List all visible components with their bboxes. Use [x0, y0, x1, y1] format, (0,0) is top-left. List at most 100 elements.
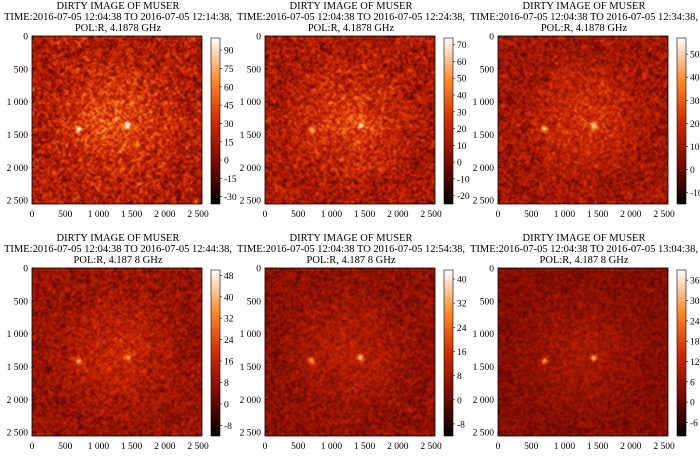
- y-tick-label: 1 000: [7, 330, 29, 340]
- chart-panel-1: DIRTY IMAGE OF MUSER TIME:2016-07-05 12:…: [0, 0, 237, 231]
- y-tick-label: 1 000: [473, 330, 495, 340]
- x-tick-label: 1 500: [587, 442, 609, 452]
- x-tick-label: 2 500: [653, 442, 675, 452]
- colorbar-tick-label: 16: [224, 358, 234, 368]
- y-tick-label: 1 000: [7, 98, 29, 108]
- colorbar-tick-label: 0: [690, 166, 695, 176]
- y-tick-label: 1 000: [240, 98, 262, 108]
- plot-frame: [497, 267, 669, 437]
- y-tick-label: 2 000: [240, 396, 262, 406]
- chart-subtitle-time: TIME:2016-07-05 12:04:38 TO 2016-07-05 1…: [4, 12, 232, 23]
- x-tick-label: 0: [496, 210, 501, 220]
- colorbar: [443, 269, 454, 437]
- colorbar-tick-label: 0: [457, 396, 462, 406]
- x-tick-label: 0: [496, 442, 501, 452]
- chart-subtitle-time: TIME:2016-07-05 12:04:38 TO 2016-07-05 1…: [470, 12, 698, 23]
- y-tick-label: 1 500: [240, 363, 262, 373]
- x-tick-label: 500: [524, 442, 539, 452]
- y-tick-label: 2 000: [7, 396, 29, 406]
- colorbar-tick-label: 20: [690, 120, 700, 130]
- colorbar-tick-label: 24: [690, 317, 700, 327]
- y-tick-label: 0: [489, 265, 494, 275]
- y-tick-label: 0: [23, 33, 28, 43]
- chart-title: DIRTY IMAGE OF MUSER: [523, 1, 646, 12]
- colorbar-tick-label: 32: [224, 315, 234, 325]
- colorbar-tick-label: 8: [457, 372, 462, 382]
- chart-subtitle-time: TIME:2016-07-05 12:04:38 TO 2016-07-05 1…: [4, 244, 232, 255]
- x-tick-label: 1 500: [354, 210, 376, 220]
- x-tick-label: 2 500: [420, 442, 442, 452]
- y-tick-label: 1 500: [473, 131, 495, 141]
- y-tick-label: 0: [256, 265, 261, 275]
- x-tick-label: 2 000: [387, 442, 409, 452]
- chart-svg-3: DIRTY IMAGE OF MUSER TIME:2016-07-05 12:…: [470, 1, 700, 220]
- colorbar-tick-label: 10: [457, 142, 467, 152]
- colorbar-tick-label: 0: [690, 399, 695, 409]
- plot-frame: [264, 35, 436, 205]
- chart-panel-5: DIRTY IMAGE OF MUSER TIME:2016-07-05 12:…: [233, 232, 467, 463]
- y-tick-label: 2 500: [473, 429, 495, 439]
- x-tick-label: 1 000: [321, 210, 343, 220]
- x-tick-label: 2 500: [187, 210, 209, 220]
- colorbar: [210, 269, 221, 437]
- x-tick-label: 2 000: [154, 442, 176, 452]
- colorbar-tick-label: 45: [224, 102, 234, 112]
- colorbar-tick-label: 16: [457, 348, 467, 358]
- colorbar-tick-label: 36: [690, 277, 700, 287]
- x-tick-label: 2 500: [187, 442, 209, 452]
- y-tick-label: 500: [247, 297, 262, 307]
- colorbar-tick-label: -30: [224, 193, 237, 203]
- colorbar: [443, 37, 454, 205]
- heatmap-image: [498, 36, 668, 204]
- chart-title: DIRTY IMAGE OF MUSER: [57, 1, 180, 12]
- colorbar-tick-label: -8: [224, 422, 232, 432]
- colorbar-tick-label: 12: [690, 358, 700, 368]
- x-tick-label: 2 500: [420, 210, 442, 220]
- heatmap-image: [32, 268, 202, 436]
- chart-subtitle-pol: POL:R, 4.187 8 GHz: [540, 255, 629, 266]
- plot-frame: [31, 267, 203, 437]
- chart-subtitle-pol: POL:R, 4.187 8 GHz: [74, 255, 163, 266]
- y-tick-label: 2 500: [7, 429, 29, 439]
- colorbar-tick-label: -10: [457, 175, 470, 185]
- x-tick-label: 1 000: [88, 442, 110, 452]
- x-tick-label: 500: [58, 442, 73, 452]
- colorbar-tick-label: 40: [457, 276, 467, 286]
- colorbar: [676, 269, 687, 437]
- y-tick-label: 500: [247, 65, 262, 75]
- colorbar-tick-label: 60: [224, 83, 234, 93]
- plot-frame: [31, 35, 203, 205]
- x-tick-label: 1 500: [354, 442, 376, 452]
- chart-svg-4: DIRTY IMAGE OF MUSER TIME:2016-07-05 12:…: [4, 233, 234, 452]
- heatmap-image: [265, 268, 435, 436]
- chart-title: DIRTY IMAGE OF MUSER: [57, 233, 180, 244]
- chart-panel-2: DIRTY IMAGE OF MUSER TIME:2016-07-05 12:…: [233, 0, 470, 231]
- colorbar-tick-label: 0: [224, 400, 229, 410]
- y-tick-label: 0: [489, 33, 494, 43]
- x-tick-label: 0: [263, 442, 268, 452]
- chart-svg-2: DIRTY IMAGE OF MUSER TIME:2016-07-05 12:…: [237, 1, 470, 220]
- heatmap-image: [498, 268, 668, 436]
- chart-subtitle-time: TIME:2016-07-05 12:04:38 TO 2016-07-05 1…: [470, 244, 698, 255]
- y-tick-label: 0: [23, 265, 28, 275]
- colorbar-tick-label: -15: [224, 175, 237, 185]
- y-tick-label: 1 500: [7, 131, 29, 141]
- x-tick-label: 1 500: [587, 210, 609, 220]
- x-tick-label: 2 000: [387, 210, 409, 220]
- x-tick-label: 0: [30, 210, 35, 220]
- colorbar-tick-label: 8: [224, 379, 229, 389]
- colorbar-tick-label: 30: [690, 297, 700, 307]
- x-tick-label: 2 500: [653, 210, 675, 220]
- chart-panel-6: DIRTY IMAGE OF MUSER TIME:2016-07-05 12:…: [466, 232, 700, 463]
- plot-frame: [264, 267, 436, 437]
- colorbar-tick-label: 6: [690, 378, 695, 388]
- x-tick-label: 2 000: [620, 210, 642, 220]
- y-tick-label: 2 000: [473, 396, 495, 406]
- x-tick-label: 2 000: [620, 442, 642, 452]
- colorbar-tick-label: 0: [224, 157, 229, 167]
- x-tick-label: 500: [524, 210, 539, 220]
- chart-title: DIRTY IMAGE OF MUSER: [290, 233, 413, 244]
- colorbar-tick-label: -8: [457, 420, 465, 430]
- colorbar-tick-label: -10: [690, 189, 700, 199]
- y-tick-label: 2 500: [240, 197, 262, 207]
